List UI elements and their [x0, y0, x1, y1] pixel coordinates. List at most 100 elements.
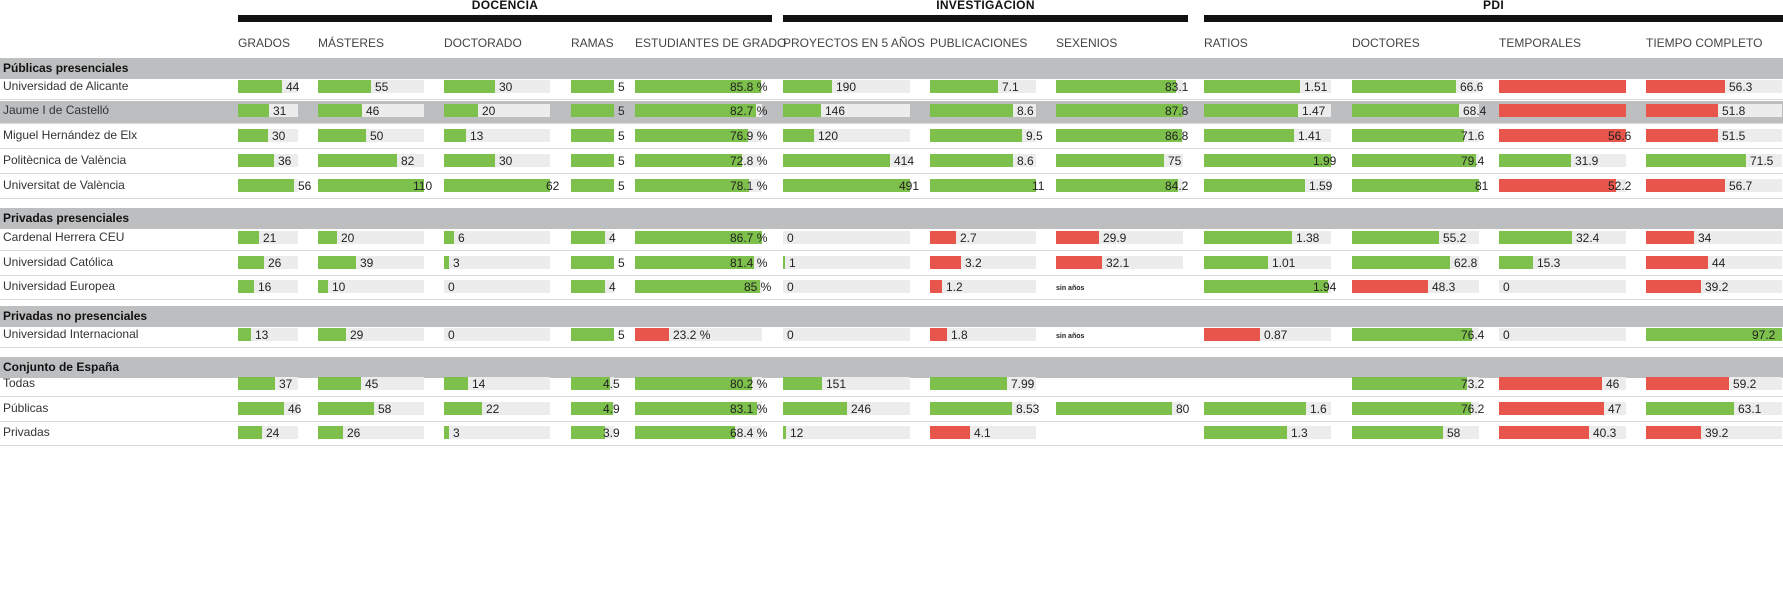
bar [1646, 179, 1725, 192]
bar-value-label: 0 [787, 280, 794, 294]
bar [318, 280, 328, 293]
bar-value-label: 5 [618, 256, 625, 270]
bar [1352, 280, 1428, 293]
bar [783, 377, 822, 390]
bar-value-label: 1.94 [1313, 280, 1337, 294]
bar [571, 231, 605, 244]
bar-value-label: 10 [332, 280, 346, 294]
row-separator [0, 198, 1783, 199]
bar-track [444, 328, 550, 341]
bar [571, 426, 605, 439]
bar [1204, 402, 1306, 415]
bar-value-label: 7.1 [1002, 80, 1019, 94]
bar [1646, 80, 1725, 93]
no-data-note: sin años [1056, 333, 1085, 340]
bar [238, 402, 284, 415]
bar-track [930, 280, 1036, 293]
bar-value-label: 80 [1176, 402, 1190, 416]
bar-value-label: 16 [258, 280, 272, 294]
bar [635, 377, 752, 390]
bar-track [1499, 377, 1626, 390]
bar-track [1204, 402, 1331, 415]
bar-value-label: 1.3 [1291, 426, 1308, 440]
bar-value-label: 48.3 [1432, 280, 1456, 294]
bar [1499, 426, 1589, 439]
bar-value-label: 1.59 [1309, 179, 1333, 193]
bar-track [930, 377, 1036, 390]
bar [1352, 328, 1472, 341]
bar-track [571, 154, 614, 167]
bar [783, 256, 785, 269]
bar [571, 80, 614, 93]
bar-track [238, 426, 298, 439]
bar-value-label: 146 [825, 104, 846, 118]
bar-track [238, 104, 298, 117]
bar-value-label: 59.2 [1733, 377, 1757, 391]
bar-value-label: 29 [350, 328, 364, 342]
bar-track [571, 426, 614, 439]
bar [1646, 328, 1782, 341]
bar-track [635, 377, 762, 390]
row-label: Universitat de València [3, 178, 125, 192]
bar-track [444, 280, 550, 293]
bar [1646, 129, 1718, 142]
row-label: Privadas [3, 425, 50, 439]
bar [238, 426, 262, 439]
bar [444, 129, 466, 142]
bar-value-label: 97.2 [1752, 328, 1776, 342]
bar-track [783, 402, 910, 415]
bar [635, 402, 757, 415]
bar-value-label: 31 [273, 104, 287, 118]
bar [571, 402, 613, 415]
bar [1499, 129, 1626, 142]
row-label: Públicas [3, 401, 49, 415]
bar-track [783, 280, 910, 293]
bar-value-label: 37 [279, 377, 293, 391]
row-separator [0, 421, 1783, 422]
bar-track [1056, 154, 1183, 167]
bar-track [1204, 231, 1331, 244]
bar-value-label: 56.3 [1729, 80, 1753, 94]
bar [1352, 377, 1467, 390]
bar-value-label: 72.8 % [730, 154, 768, 168]
bar-track [1499, 280, 1626, 293]
bar [318, 179, 424, 192]
bar-track [1352, 280, 1479, 293]
section-header: Conjunto de España [0, 357, 1783, 378]
bar-value-label: 51.8 [1722, 104, 1746, 118]
bar-value-label: 4.1 [974, 426, 991, 440]
bar-value-label: 1.51 [1304, 80, 1328, 94]
bar-value-label: 0 [787, 231, 794, 245]
bar-track [571, 328, 614, 341]
bar-value-label: 39.2 [1705, 426, 1729, 440]
bar [238, 104, 269, 117]
bar [571, 154, 614, 167]
bar [1352, 80, 1456, 93]
bar-track [1646, 80, 1782, 93]
bar-value-label: 0 [1503, 280, 1510, 294]
bar-track [571, 179, 614, 192]
bar [1352, 231, 1439, 244]
bar-value-label: 51.5 [1722, 129, 1746, 143]
bar-value-label: 47 [1608, 402, 1622, 416]
bar-value-label: 56.7 [1729, 179, 1753, 193]
bar-track [1204, 104, 1331, 117]
bar-track [571, 129, 614, 142]
bar-value-label: 5 [618, 154, 625, 168]
bar [1056, 129, 1182, 142]
bar-value-label: 71.5 [1750, 154, 1774, 168]
bar [930, 231, 956, 244]
group-title: PDI [1483, 0, 1504, 12]
bar-value-label: 2.7 [960, 231, 977, 245]
bar-value-label: 85.8 % [730, 80, 768, 94]
section-title: Privadas presenciales [3, 211, 130, 225]
bar [571, 104, 614, 117]
bar [1646, 231, 1694, 244]
bar-track [930, 104, 1036, 117]
bar [1499, 104, 1626, 117]
row-separator [0, 173, 1783, 174]
bar-value-label: 30 [272, 129, 286, 143]
bar-value-label: 44 [286, 80, 300, 94]
column-header: MÁSTERES [318, 36, 385, 50]
bar-value-label: 1.8 [951, 328, 968, 342]
